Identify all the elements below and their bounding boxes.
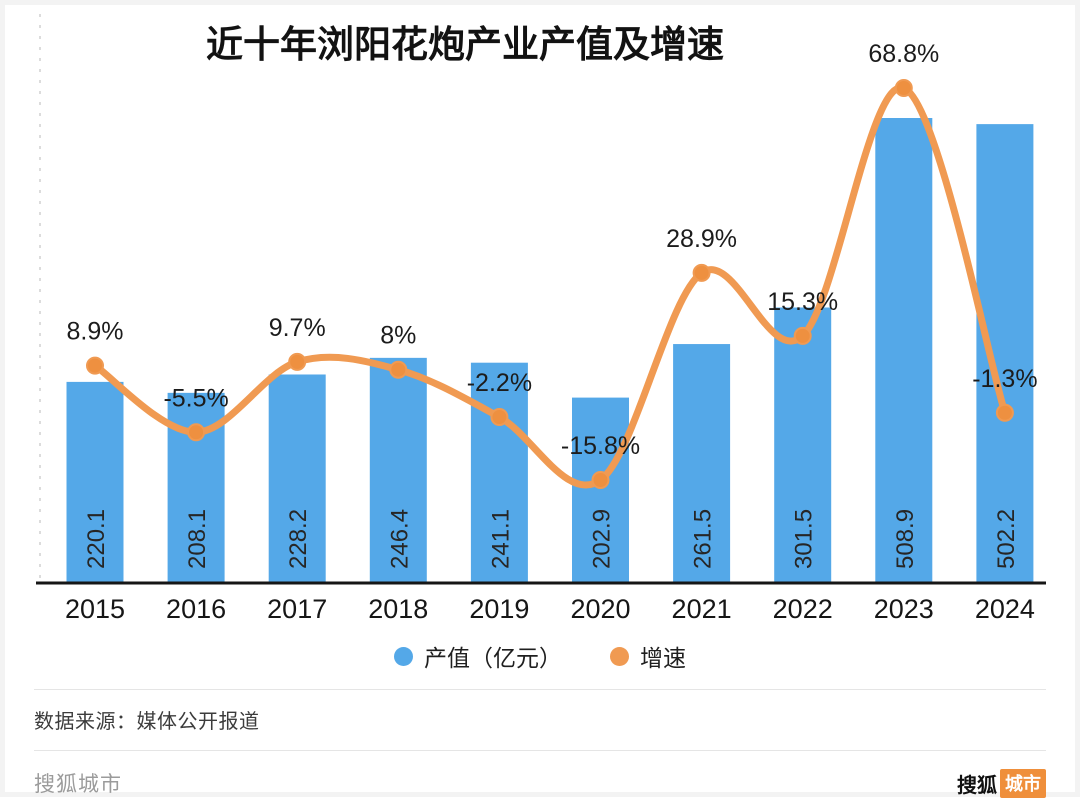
bar-value-label-2020: 202.9 <box>589 509 616 569</box>
bar-2018 <box>369 357 427 583</box>
legend-item-growth: 增速 <box>610 639 686 673</box>
x-tick-2021: 2021 <box>672 594 732 624</box>
bar-value-label-2019: 241.1 <box>487 509 514 569</box>
bar-2020 <box>572 397 629 583</box>
growth-point-2022 <box>793 326 812 345</box>
x-tick-2023: 2023 <box>874 594 934 624</box>
legend-swatch-line-icon <box>610 646 629 666</box>
chart-legend: 产值（亿元） 增速 <box>0 639 1080 673</box>
bar-value-label-2022: 301.5 <box>791 509 818 569</box>
bar-2022 <box>774 307 832 583</box>
x-tick-2016: 2016 <box>166 594 226 624</box>
bar-2021 <box>673 344 731 583</box>
bar-2023 <box>875 118 933 583</box>
x-tick-2020: 2020 <box>570 594 630 624</box>
x-tick-2018: 2018 <box>368 594 428 624</box>
growth-point-2021 <box>692 263 711 282</box>
chart-title: 近十年浏阳花炮产业产值及增速 <box>206 24 724 65</box>
growth-line <box>91 84 1009 489</box>
growth-label-2017: 9.7% <box>269 314 326 342</box>
bar-value-label-2024: 502.2 <box>993 509 1020 569</box>
data-source-note: 数据来源：媒体公开报道 <box>34 711 260 733</box>
bar-value-label-2018: 246.4 <box>386 509 413 569</box>
combo-chart: 近十年浏阳花炮产业产值及增速 220.1 208.1 228.2 246.4 241.1… <box>36 14 1046 624</box>
growth-label-2016: -5.5% <box>163 384 228 412</box>
x-tick-2019: 2019 <box>469 594 529 624</box>
legend-label-growth: 增速 <box>640 645 686 671</box>
logo-text: 搜狐 <box>957 774 997 797</box>
growth-label-2023: 68.8% <box>868 40 939 68</box>
bar-value-label-2016: 208.1 <box>184 509 211 569</box>
growth-label-2024: -1.3% <box>972 365 1037 393</box>
bar-value-label-2015: 220.1 <box>83 509 110 569</box>
growth-label-2021: 28.9% <box>666 225 737 253</box>
branding-row: 搜狐城市 搜狐 城市 <box>34 768 1046 798</box>
x-tick-2017: 2017 <box>267 594 327 624</box>
growth-label-2018: 8% <box>380 322 416 350</box>
growth-point-2020 <box>591 471 610 489</box>
growth-point-2018 <box>389 360 408 379</box>
growth-label-2015: 8.9% <box>67 318 124 346</box>
bar-value-label-2017: 228.2 <box>285 509 312 569</box>
brand-watermark: 搜狐城市 <box>34 773 122 796</box>
legend-item-output: 产值（亿元） <box>394 639 562 673</box>
bar-value-label-2023: 508.9 <box>892 509 919 569</box>
legend-label-output: 产值（亿元） <box>424 645 562 671</box>
bar-2019 <box>470 362 528 583</box>
growth-label-2022: 15.3% <box>767 288 838 316</box>
x-tick-2015: 2015 <box>65 594 125 624</box>
growth-point-2023 <box>894 79 913 97</box>
bar-2015 <box>66 381 124 583</box>
bar-2017 <box>268 374 326 583</box>
growth-point-2019 <box>490 408 509 426</box>
growth-point-2015 <box>86 356 104 375</box>
growth-label-2019: -2.2% <box>467 369 532 397</box>
sohu-city-logo: 搜狐 城市 <box>957 768 1046 798</box>
growth-point-2016 <box>187 423 206 442</box>
x-tick-2024: 2024 <box>975 594 1035 624</box>
growth-point-2024 <box>995 403 1014 422</box>
divider-top <box>34 689 1046 690</box>
growth-point-2017 <box>288 352 307 371</box>
bar-2024 <box>976 124 1034 584</box>
legend-swatch-bar-icon <box>394 646 413 666</box>
bar-value-label-2021: 261.5 <box>690 509 717 569</box>
x-tick-2022: 2022 <box>773 594 833 624</box>
growth-label-2020: -15.8% <box>561 432 640 460</box>
chart-area: 近十年浏阳花炮产业产值及增速 220.1 208.1 228.2 246.4 241.1… <box>36 14 1046 624</box>
logo-badge: 城市 <box>1000 768 1046 798</box>
divider-bottom <box>34 750 1046 751</box>
